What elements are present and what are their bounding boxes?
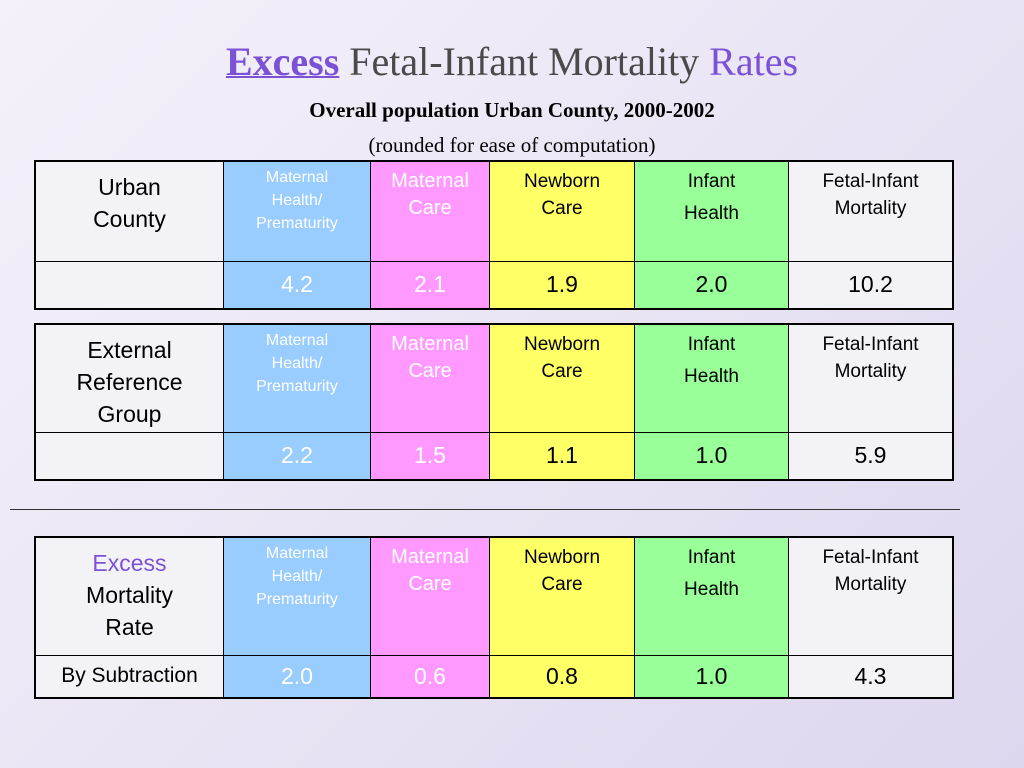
slide-subtitle: Overall population Urban County, 2000-20… bbox=[309, 98, 715, 122]
header-line: Care bbox=[408, 197, 452, 219]
excess-mortality-table: Excess Mortality Rate Maternal Health/ P… bbox=[34, 536, 954, 699]
value-fetal-infant-mortality: 5.9 bbox=[788, 431, 954, 481]
value-newborn-care: 1.1 bbox=[489, 431, 635, 481]
value-maternal-health: 4.2 bbox=[223, 260, 371, 310]
header-maternal-health: Maternal Health/ Prematurity bbox=[223, 323, 371, 433]
table-value-row: By Subtraction 2.0 0.6 0.8 1.0 4.3 bbox=[34, 654, 954, 699]
table-value-row: 4.2 2.1 1.9 2.0 10.2 bbox=[34, 260, 954, 310]
label-line: County bbox=[93, 206, 166, 232]
value-newborn-care: 1.9 bbox=[489, 260, 635, 310]
value-maternal-care: 2.1 bbox=[370, 260, 490, 310]
value-infant-health: 2.0 bbox=[634, 260, 789, 310]
label-line: Rate bbox=[105, 614, 154, 640]
header-line: Maternal bbox=[391, 546, 469, 568]
header-infant-health: Infant Health bbox=[634, 536, 789, 656]
title-middle-text: Fetal-Infant Mortality bbox=[339, 39, 710, 84]
header-line: Mortality bbox=[834, 198, 907, 219]
value-infant-health: 1.0 bbox=[634, 431, 789, 481]
slide-subnote: (rounded for ease of computation) bbox=[368, 133, 656, 157]
header-maternal-care: Maternal Care bbox=[370, 536, 490, 656]
header-line: Health/ bbox=[271, 568, 323, 585]
header-line: Care bbox=[541, 361, 583, 382]
label-line: External bbox=[87, 337, 172, 363]
row-group-label: External Reference Group bbox=[34, 323, 224, 433]
header-fetal-infant-mortality: Fetal-Infant Mortality bbox=[788, 536, 954, 656]
header-line: Fetal-Infant bbox=[822, 334, 919, 355]
table-header-row: Urban County Maternal Health/ Prematurit… bbox=[34, 160, 954, 262]
header-line: Newborn bbox=[523, 171, 601, 192]
row-label-by-subtraction: By Subtraction bbox=[34, 654, 224, 699]
header-line: Care bbox=[541, 574, 583, 595]
header-line: Infant bbox=[687, 547, 736, 568]
header-maternal-care: Maternal Care bbox=[370, 160, 490, 262]
header-infant-health: Infant Health bbox=[634, 160, 789, 262]
header-maternal-health: Maternal Health/ Prematurity bbox=[223, 160, 371, 262]
table-header-row: Excess Mortality Rate Maternal Health/ P… bbox=[34, 536, 954, 656]
value-infant-health: 1.0 bbox=[634, 654, 789, 699]
header-line: Health/ bbox=[271, 192, 323, 209]
label-line: Reference bbox=[76, 369, 183, 395]
header-line: Maternal bbox=[265, 332, 329, 349]
urban-county-table: Urban County Maternal Health/ Prematurit… bbox=[34, 160, 954, 310]
header-line: Fetal-Infant bbox=[822, 547, 919, 568]
row-label bbox=[34, 431, 224, 481]
header-line: Maternal bbox=[391, 333, 469, 355]
value-fetal-infant-mortality: 4.3 bbox=[788, 654, 954, 699]
value-maternal-health: 2.2 bbox=[223, 431, 371, 481]
row-group-label: Excess Mortality Rate bbox=[34, 536, 224, 656]
header-line: Mortality bbox=[834, 574, 907, 595]
row-label bbox=[34, 260, 224, 310]
label-line: Group bbox=[97, 401, 162, 427]
label-line: Urban bbox=[98, 174, 161, 200]
header-line: Prematurity bbox=[256, 215, 338, 232]
header-line: Fetal-Infant bbox=[822, 171, 919, 192]
value-maternal-care: 1.5 bbox=[370, 431, 490, 481]
header-line: Maternal bbox=[265, 545, 329, 562]
header-infant-health: Infant Health bbox=[634, 323, 789, 433]
header-maternal-care: Maternal Care bbox=[370, 323, 490, 433]
label-line-excess: Excess bbox=[92, 550, 167, 576]
slide-title: Excess Fetal-Infant Mortality Rates bbox=[0, 38, 1024, 85]
header-line: Care bbox=[408, 360, 452, 382]
header-line: Health bbox=[684, 366, 739, 387]
header-line: Care bbox=[541, 198, 583, 219]
header-line: Maternal bbox=[265, 169, 329, 186]
header-maternal-health: Maternal Health/ Prematurity bbox=[223, 536, 371, 656]
external-reference-table: External Reference Group Maternal Health… bbox=[34, 323, 954, 481]
row-group-label: Urban County bbox=[34, 160, 224, 262]
header-line: Infant bbox=[687, 171, 736, 192]
table-value-row: 2.2 1.5 1.1 1.0 5.9 bbox=[34, 431, 954, 481]
value-newborn-care: 0.8 bbox=[489, 654, 635, 699]
header-line: Care bbox=[408, 573, 452, 595]
header-line: Health/ bbox=[271, 355, 323, 372]
header-line: Newborn bbox=[523, 547, 601, 568]
header-line: Maternal bbox=[391, 170, 469, 192]
label-line: Mortality bbox=[86, 582, 173, 608]
header-line: Health bbox=[684, 579, 739, 600]
title-rates-word: Rates bbox=[709, 39, 799, 84]
value-maternal-care: 0.6 bbox=[370, 654, 490, 699]
header-line: Prematurity bbox=[256, 378, 338, 395]
title-excess-word: Excess bbox=[225, 39, 340, 84]
header-line: Mortality bbox=[834, 361, 907, 382]
header-fetal-infant-mortality: Fetal-Infant Mortality bbox=[788, 323, 954, 433]
header-newborn-care: Newborn Care bbox=[489, 160, 635, 262]
header-line: Newborn bbox=[523, 334, 601, 355]
header-line: Health bbox=[684, 203, 739, 224]
header-line: Infant bbox=[687, 334, 736, 355]
section-divider bbox=[10, 509, 960, 510]
header-newborn-care: Newborn Care bbox=[489, 536, 635, 656]
header-newborn-care: Newborn Care bbox=[489, 323, 635, 433]
value-maternal-health: 2.0 bbox=[223, 654, 371, 699]
header-fetal-infant-mortality: Fetal-Infant Mortality bbox=[788, 160, 954, 262]
value-fetal-infant-mortality: 10.2 bbox=[788, 260, 954, 310]
table-header-row: External Reference Group Maternal Health… bbox=[34, 323, 954, 433]
header-line: Prematurity bbox=[256, 591, 338, 608]
